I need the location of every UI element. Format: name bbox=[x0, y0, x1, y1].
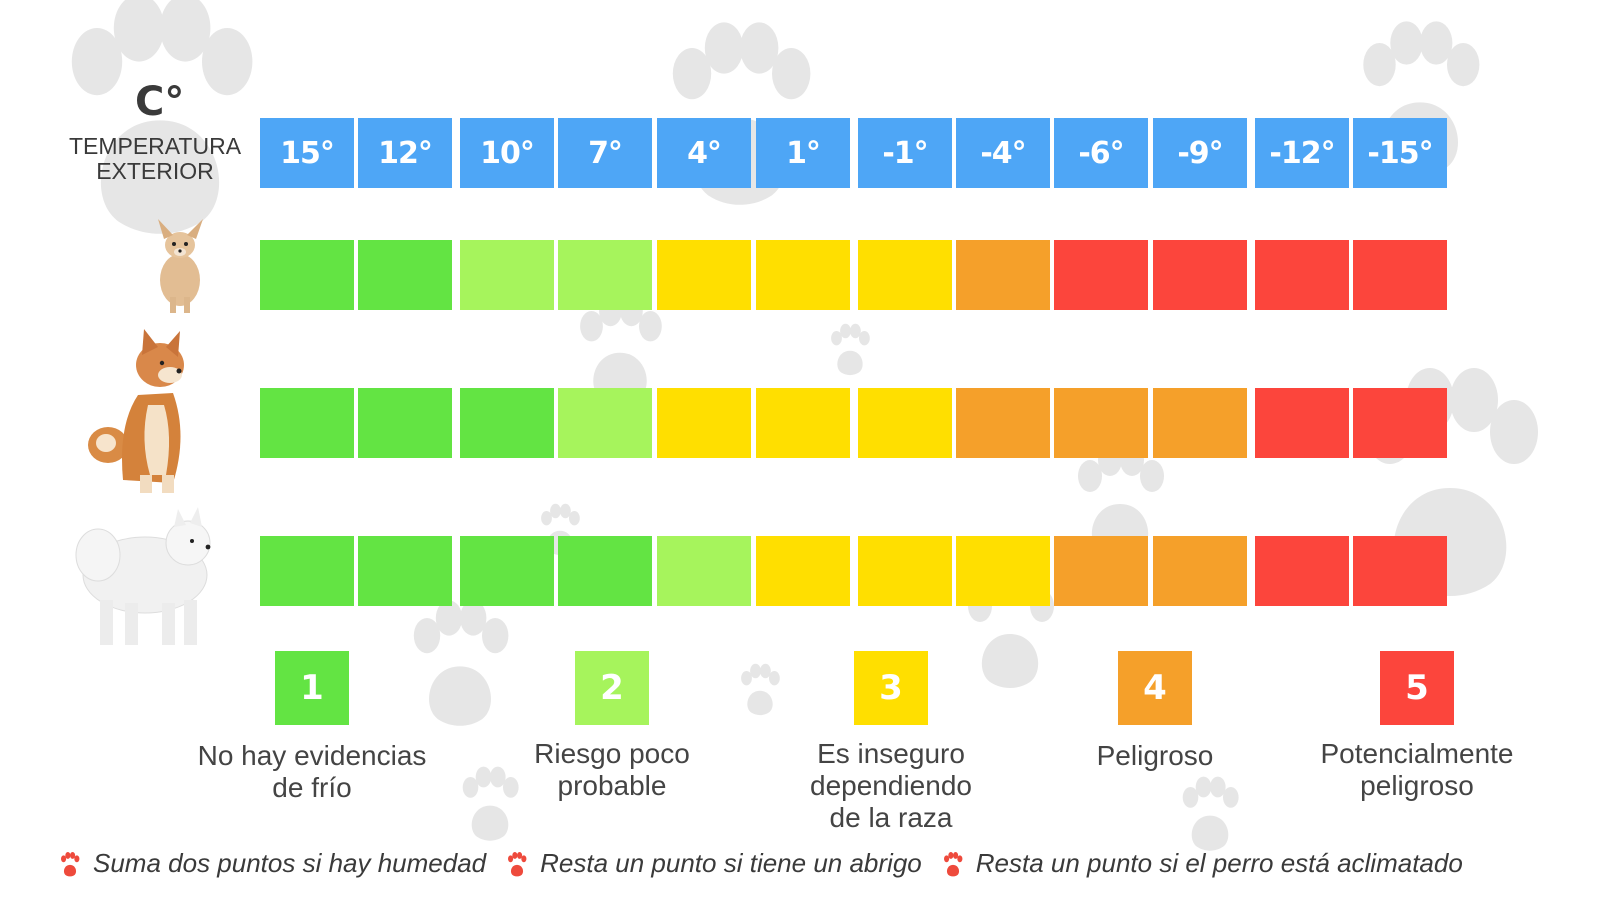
background-paw-icon bbox=[831, 323, 870, 376]
paw-icon bbox=[943, 851, 963, 876]
temperature-cell: 1° bbox=[756, 118, 850, 188]
risk-cell-medium-dog-shiba bbox=[558, 388, 652, 458]
risk-cell-medium-dog-shiba bbox=[1153, 388, 1247, 458]
footnotes: Suma dos puntos si hay humedad Resta un p… bbox=[55, 848, 1555, 879]
legend-badge: 2 bbox=[575, 651, 649, 725]
risk-cell-large-dog-samoyed bbox=[1054, 536, 1148, 606]
risk-cell-small-dog-chihuahua bbox=[460, 240, 554, 310]
risk-cell-medium-dog-shiba bbox=[858, 388, 952, 458]
risk-cell-medium-dog-shiba bbox=[358, 388, 452, 458]
risk-cell-small-dog-chihuahua bbox=[558, 240, 652, 310]
risk-cell-medium-dog-shiba bbox=[260, 388, 354, 458]
footnote-text: Resta un punto si el perro está aclimata… bbox=[975, 848, 1463, 878]
temperature-cell: -12° bbox=[1255, 118, 1349, 188]
legend-label-line: dependiendo bbox=[810, 770, 972, 801]
risk-cell-large-dog-samoyed bbox=[858, 536, 952, 606]
legend-label: Riesgo poco probable bbox=[462, 738, 762, 802]
legend-badge: 1 bbox=[275, 651, 349, 725]
legend-label: Potencialmente peligroso bbox=[1267, 738, 1567, 802]
temperature-cell: 10° bbox=[460, 118, 554, 188]
risk-cell-large-dog-samoyed bbox=[956, 536, 1050, 606]
legend-label-line: Es inseguro bbox=[817, 738, 965, 769]
risk-cell-medium-dog-shiba bbox=[1255, 388, 1349, 458]
temperature-cell: -4° bbox=[956, 118, 1050, 188]
background-paw-icon bbox=[741, 663, 780, 716]
legend-badge: 3 bbox=[854, 651, 928, 725]
temperature-cell: -1° bbox=[858, 118, 952, 188]
background-paw-icon bbox=[413, 600, 509, 726]
risk-cell-small-dog-chihuahua bbox=[1054, 240, 1148, 310]
paw-icon bbox=[508, 851, 527, 876]
celsius-unit-label: C° bbox=[135, 79, 185, 125]
legend-label-line: de frío bbox=[272, 772, 352, 803]
footnote-item: Resta un punto si tiene un abrigo bbox=[502, 848, 922, 879]
temperature-label-line1: TEMPERATURA bbox=[68, 133, 242, 159]
risk-cell-medium-dog-shiba bbox=[657, 388, 751, 458]
risk-cell-small-dog-chihuahua bbox=[756, 240, 850, 310]
temperature-label: TEMPERATURA EXTERIOR bbox=[60, 134, 250, 184]
risk-cell-small-dog-chihuahua bbox=[858, 240, 952, 310]
background-paw-icon bbox=[462, 766, 519, 841]
footnote-text: Suma dos puntos si hay humedad bbox=[93, 848, 487, 878]
shiba-dog-icon bbox=[88, 329, 184, 493]
legend-label-line: probable bbox=[557, 770, 667, 801]
risk-cell-small-dog-chihuahua bbox=[1353, 240, 1447, 310]
risk-cell-large-dog-samoyed bbox=[460, 536, 554, 606]
risk-cell-large-dog-samoyed bbox=[1255, 536, 1349, 606]
risk-cell-medium-dog-shiba bbox=[956, 388, 1050, 458]
risk-cell-small-dog-chihuahua bbox=[956, 240, 1050, 310]
legend-label: No hay evidencias de frío bbox=[162, 740, 462, 804]
risk-cell-medium-dog-shiba bbox=[1353, 388, 1447, 458]
background-paw-icon bbox=[1182, 776, 1239, 851]
legend-badge: 4 bbox=[1118, 651, 1192, 725]
legend-label-line: peligroso bbox=[1360, 770, 1474, 801]
risk-cell-medium-dog-shiba bbox=[756, 388, 850, 458]
legend-label: Peligroso bbox=[1005, 740, 1305, 772]
risk-cell-large-dog-samoyed bbox=[756, 536, 850, 606]
risk-cell-medium-dog-shiba bbox=[460, 388, 554, 458]
risk-cell-large-dog-samoyed bbox=[657, 536, 751, 606]
risk-cell-small-dog-chihuahua bbox=[1153, 240, 1247, 310]
risk-cell-small-dog-chihuahua bbox=[657, 240, 751, 310]
risk-cell-small-dog-chihuahua bbox=[1255, 240, 1349, 310]
footnote-item: Resta un punto si el perro está aclimata… bbox=[938, 848, 1463, 879]
legend-label-line: Riesgo poco bbox=[534, 738, 690, 769]
risk-cell-large-dog-samoyed bbox=[358, 536, 452, 606]
samoyed-dog-icon bbox=[75, 507, 211, 645]
background-paw-icon bbox=[71, 0, 253, 234]
legend-badge: 5 bbox=[1380, 651, 1454, 725]
paw-icon-shape bbox=[61, 851, 80, 876]
footnote-item: Suma dos puntos si hay humedad bbox=[55, 848, 486, 879]
risk-cell-small-dog-chihuahua bbox=[358, 240, 452, 310]
temperature-cell: 12° bbox=[358, 118, 452, 188]
risk-cell-large-dog-samoyed bbox=[260, 536, 354, 606]
paw-icon bbox=[61, 851, 80, 876]
legend-label-line: de la raza bbox=[829, 802, 953, 833]
legend-label-line: No hay evidencias bbox=[197, 740, 427, 771]
risk-cell-large-dog-samoyed bbox=[1353, 536, 1447, 606]
paw-icon-shape bbox=[508, 851, 527, 876]
legend-label-line: Peligroso bbox=[1096, 740, 1214, 771]
temperature-label-line2: EXTERIOR bbox=[96, 158, 214, 184]
risk-cell-large-dog-samoyed bbox=[558, 536, 652, 606]
temperature-cell: -15° bbox=[1353, 118, 1447, 188]
footnote-text: Resta un punto si tiene un abrigo bbox=[540, 848, 922, 878]
temperature-cell: -6° bbox=[1054, 118, 1148, 188]
legend-label: Es inseguro dependiendo de la raza bbox=[741, 738, 1041, 834]
temperature-cell: 15° bbox=[260, 118, 354, 188]
paw-icon-shape bbox=[943, 851, 963, 876]
chihuahua-dog-icon bbox=[158, 219, 203, 313]
risk-cell-large-dog-samoyed bbox=[1153, 536, 1247, 606]
risk-cell-small-dog-chihuahua bbox=[260, 240, 354, 310]
temperature-cell: -9° bbox=[1153, 118, 1247, 188]
risk-cell-medium-dog-shiba bbox=[1054, 388, 1148, 458]
temperature-cell: 7° bbox=[558, 118, 652, 188]
temperature-cell: 4° bbox=[657, 118, 751, 188]
legend-label-line: Potencialmente bbox=[1320, 738, 1514, 769]
